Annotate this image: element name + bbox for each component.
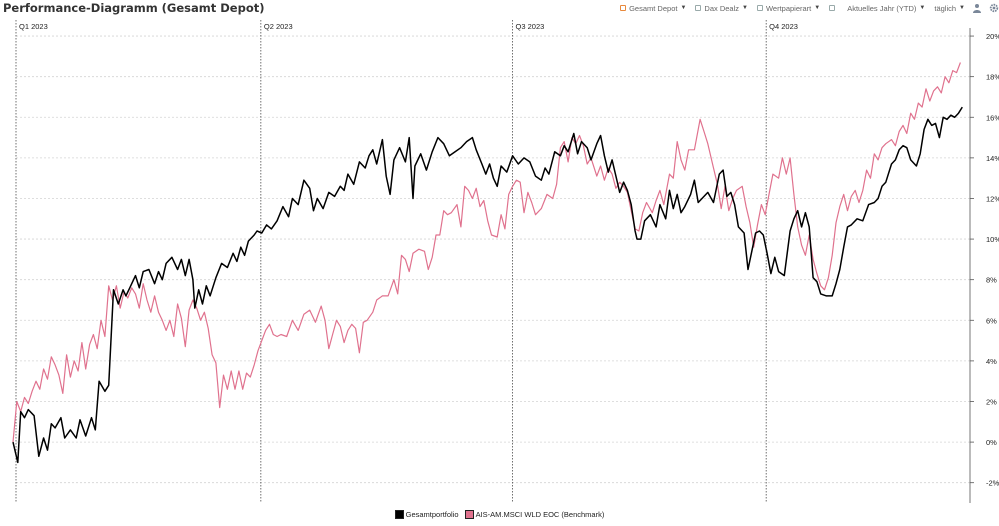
chevron-down-icon: ▼ (919, 5, 926, 11)
y-tick-label: 18% (986, 73, 999, 82)
chevron-down-icon: ▼ (680, 5, 687, 11)
orange-square-icon (620, 5, 627, 11)
chevron-down-icon: ▼ (742, 5, 748, 11)
chart-title: Performance-Diagramm (Gesamt Depot) (3, 1, 265, 15)
interval-dropdown[interactable]: täglich ▼ (934, 4, 965, 13)
legend-swatch-gesamtportfolio (394, 510, 404, 519)
square-icon (695, 5, 702, 11)
legend-item-gesamtportfolio[interactable]: Gesamtportfolio (394, 510, 459, 519)
extra-filter-checkbox[interactable] (829, 5, 838, 11)
period-dropdown[interactable]: Aktuelles Jahr (YTD) ▼ (847, 4, 925, 13)
legend-label-benchmark: AIS-AM.MSCI WLD EOC (Benchmark) (475, 510, 605, 519)
square-icon (756, 5, 763, 11)
y-tick-label: 0% (986, 438, 997, 447)
quarter-label: Q1 2023 (19, 22, 48, 31)
y-tick-label: 2% (986, 397, 997, 406)
quarter-label: Q4 2023 (769, 22, 798, 31)
user-icon[interactable] (971, 3, 982, 14)
y-tick-label: 10% (986, 235, 999, 244)
y-tick-label: 20% (986, 32, 999, 41)
interval-label: täglich (934, 3, 957, 13)
gear-icon[interactable] (988, 3, 999, 14)
y-tick-label: -2% (986, 479, 999, 488)
legend-item-benchmark[interactable]: AIS-AM.MSCI WLD EOC (Benchmark) (464, 510, 605, 519)
quarter-label: Q3 2023 (516, 22, 545, 31)
depot-filter-dropdown[interactable]: Gesamt Depot ▼ (620, 4, 686, 13)
dax-dealz-filter-label: Dax Dealz (704, 3, 740, 13)
square-icon (829, 5, 836, 11)
y-tick-label: 16% (986, 113, 999, 122)
period-label: Aktuelles Jahr (YTD) (847, 3, 917, 13)
depot-filter-label: Gesamt Depot (629, 3, 678, 13)
chevron-down-icon: ▼ (959, 5, 965, 11)
dax-dealz-filter-dropdown[interactable]: Dax Dealz ▼ (695, 4, 748, 13)
y-tick-label: 8% (986, 276, 997, 285)
wertpapierart-filter-dropdown[interactable]: Wertpapierart ▼ (756, 3, 821, 13)
series-line-gesamtportfolio (12, 106, 963, 464)
chart-legend: Gesamtportfolio AIS-AM.MSCI WLD EOC (Ben… (0, 510, 999, 519)
y-tick-label: 14% (986, 154, 999, 163)
legend-swatch-benchmark (464, 510, 474, 519)
quarter-label: Q2 2023 (264, 22, 293, 31)
chevron-down-icon: ▼ (814, 5, 821, 11)
chart-toolbar: Gesamt Depot ▼ Dax Dealz ▼ Wertpapierart… (614, 0, 999, 16)
legend-label-gesamtportfolio: Gesamtportfolio (405, 510, 459, 519)
y-tick-label: 6% (986, 316, 997, 325)
series-line-benchmark (12, 62, 961, 443)
y-tick-label: 12% (986, 194, 999, 203)
wertpapierart-filter-label: Wertpapierart (765, 3, 812, 13)
y-tick-label: 4% (986, 357, 997, 366)
